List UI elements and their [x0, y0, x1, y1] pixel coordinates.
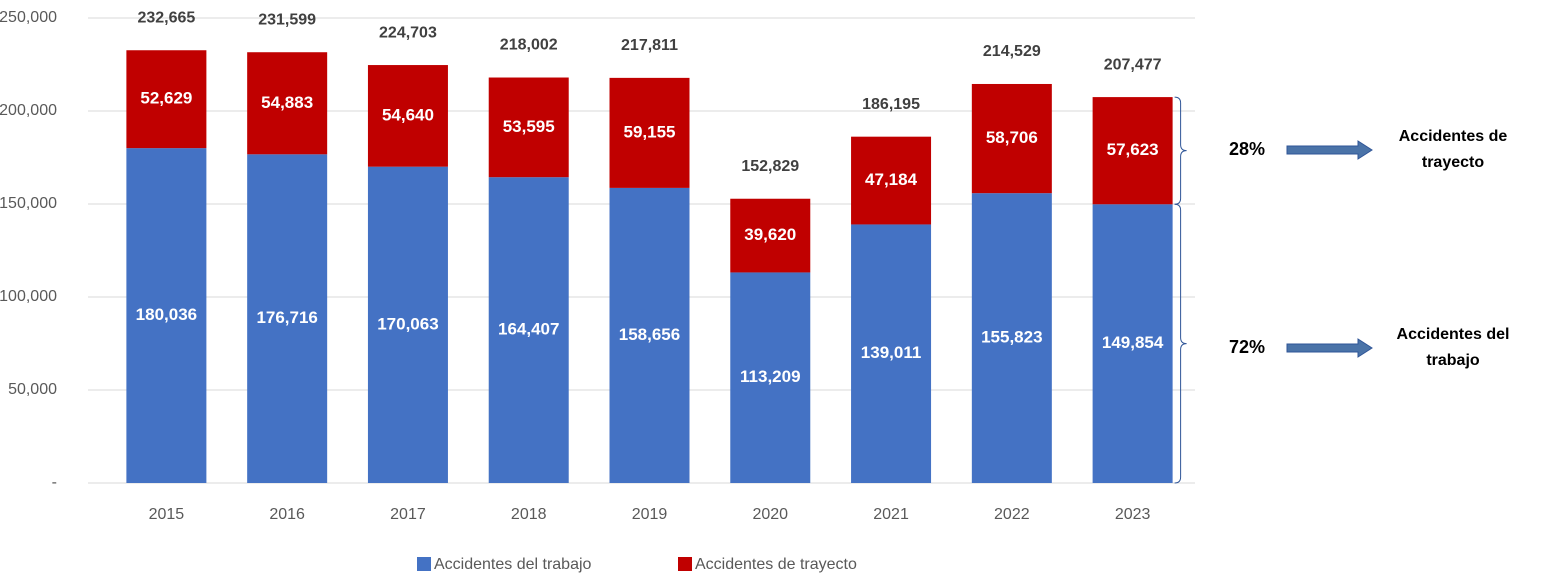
arrow [1286, 338, 1373, 358]
x-tick-label: 2021 [873, 506, 909, 523]
total-label: 214,529 [983, 43, 1041, 60]
y-tick-label: 150,000 [0, 195, 57, 212]
total-label: 224,703 [379, 24, 437, 41]
bar-segment [971, 193, 1052, 483]
data-label: 52,629 [140, 89, 192, 108]
x-tick-label: 2018 [511, 506, 547, 523]
y-tick-label: - [52, 474, 57, 491]
bar-segment [851, 224, 932, 483]
annotation-percent: 28% [1229, 139, 1265, 159]
data-label: 170,063 [377, 314, 438, 333]
legend-label: Accidentes de trayecto [695, 556, 857, 573]
data-label: 180,036 [136, 305, 197, 324]
annotation-text: Accidentes del [1397, 326, 1510, 343]
brace [1174, 203, 1187, 484]
bar-segment [367, 166, 448, 484]
total-label: 186,195 [862, 96, 920, 113]
bar-segment [247, 52, 328, 155]
data-label: 58,706 [986, 128, 1038, 147]
total-label: 232,665 [137, 9, 195, 26]
x-tick-label: 2017 [390, 506, 426, 523]
data-label: 59,155 [624, 122, 676, 141]
y-tick-label: 100,000 [0, 288, 57, 305]
bar-segment [367, 65, 448, 167]
data-label: 149,854 [1102, 333, 1164, 352]
x-tick-label: 2015 [149, 506, 185, 523]
total-label: 218,002 [500, 37, 558, 54]
bar-segment [971, 83, 1052, 194]
x-tick-label: 2023 [1115, 506, 1151, 523]
bar-segment [851, 136, 932, 225]
data-label: 53,595 [503, 117, 555, 136]
legend-swatch [417, 557, 431, 571]
data-label: 47,184 [865, 170, 918, 189]
legend-swatch [678, 557, 692, 571]
bar-segment [730, 272, 811, 483]
bar-segment [488, 177, 569, 483]
arrow [1286, 140, 1373, 160]
y-tick-label: 250,000 [0, 9, 57, 26]
data-label: 139,011 [861, 343, 922, 362]
data-label: 158,656 [619, 325, 680, 344]
bar-segment [247, 154, 328, 484]
bar-segment [126, 50, 207, 149]
annotation-text: Accidentes de [1399, 128, 1508, 145]
bar-segment [488, 77, 569, 178]
data-label: 164,407 [498, 320, 559, 339]
annotation-text: trayecto [1422, 154, 1484, 171]
bar-segment [609, 77, 690, 188]
brace [1174, 96, 1187, 205]
total-label: 231,599 [258, 11, 316, 28]
bar-segment [609, 187, 690, 483]
y-tick-label: 200,000 [0, 102, 57, 119]
x-tick-label: 2016 [269, 506, 305, 523]
data-label: 54,640 [382, 105, 434, 124]
total-label: 152,829 [741, 158, 799, 175]
data-label: 39,620 [744, 225, 796, 244]
x-tick-label: 2022 [994, 506, 1030, 523]
total-label: 207,477 [1104, 56, 1162, 73]
y-tick-label: 50,000 [8, 381, 57, 398]
total-label: 217,811 [621, 37, 678, 54]
bar-segment [1092, 204, 1173, 484]
bar-segment [1092, 97, 1173, 205]
x-tick-label: 2020 [752, 506, 788, 523]
data-label: 155,823 [981, 328, 1042, 347]
annotation-percent: 72% [1229, 337, 1265, 357]
data-label: 113,209 [740, 367, 801, 386]
bar-segment [730, 198, 811, 273]
legend-label: Accidentes del trabajo [434, 556, 592, 573]
data-label: 57,623 [1107, 140, 1159, 159]
x-tick-label: 2019 [632, 506, 668, 523]
data-label: 54,883 [261, 93, 313, 112]
annotation-text: trabajo [1426, 352, 1480, 369]
data-label: 176,716 [256, 308, 317, 327]
bar-segment [126, 148, 207, 483]
